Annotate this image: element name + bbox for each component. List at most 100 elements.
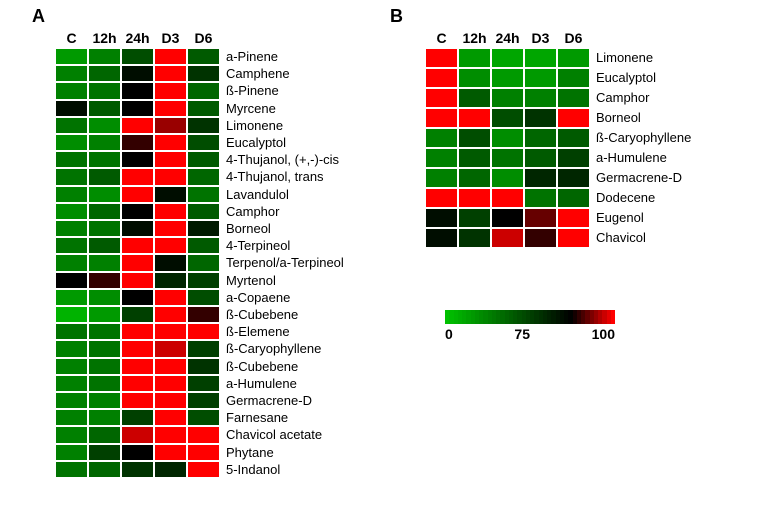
row-label: a-Humulene xyxy=(220,375,297,392)
row-label: Farnesane xyxy=(220,409,288,426)
row-label: ß-Elemene xyxy=(220,323,290,340)
heatmap-cell xyxy=(154,117,187,134)
heatmap-row: Terpenol/a-Terpineol xyxy=(55,254,344,271)
heatmap-row: 5-Indanol xyxy=(55,461,344,478)
heatmap-cell xyxy=(88,220,121,237)
color-legend: 075100 xyxy=(445,310,615,342)
heatmap-cell xyxy=(187,117,220,134)
heatmap-cell xyxy=(154,186,187,203)
heatmap-cell xyxy=(121,272,154,289)
col-header: C xyxy=(55,30,88,46)
heatmap-cell xyxy=(121,340,154,357)
heatmap-row: Germacrene-D xyxy=(55,392,344,409)
row-label: ß-Cubebene xyxy=(220,306,298,323)
row-label: Camphor xyxy=(590,88,649,108)
heatmap-cell xyxy=(187,82,220,99)
heatmap-cell xyxy=(187,254,220,271)
col-header: 12h xyxy=(458,30,491,46)
col-header: D6 xyxy=(187,30,220,46)
heatmap-cell xyxy=(491,208,524,228)
heatmap-cell xyxy=(121,48,154,65)
heatmap-row: Borneol xyxy=(55,220,344,237)
col-header: C xyxy=(425,30,458,46)
heatmap-cell xyxy=(88,461,121,478)
row-label: 4-Thujanol, (+,-)-cis xyxy=(220,151,339,168)
heatmap-cell xyxy=(121,220,154,237)
heatmap-row: Germacrene-D xyxy=(425,168,691,188)
heatmap-cell xyxy=(88,134,121,151)
heatmap-row: ß-Caryophyllene xyxy=(425,128,691,148)
heatmap-cell xyxy=(524,228,557,248)
col-headers: C12h24hD3D6 xyxy=(55,30,344,46)
heatmap-cell xyxy=(491,88,524,108)
heatmap-cell xyxy=(425,188,458,208)
heatmap-cell xyxy=(121,65,154,82)
heatmap-cell xyxy=(458,148,491,168)
heatmap-cell xyxy=(121,444,154,461)
heatmap-cell xyxy=(491,148,524,168)
heatmap-cell xyxy=(154,100,187,117)
heatmap-cell xyxy=(121,151,154,168)
heatmap-cell xyxy=(524,68,557,88)
heatmap-row: Lavandulol xyxy=(55,186,344,203)
row-label: Chavicol acetate xyxy=(220,426,322,443)
heatmap-cell xyxy=(154,289,187,306)
row-label: a-Pinene xyxy=(220,48,278,65)
heatmap-row: 4-Thujanol, (+,-)-cis xyxy=(55,151,344,168)
heatmap-cell xyxy=(187,340,220,357)
heatmap-row: ß-Cubebene xyxy=(55,358,344,375)
heatmap-cell xyxy=(557,208,590,228)
heatmap-cell xyxy=(557,188,590,208)
heatmap-row: ß-Pinene xyxy=(55,82,344,99)
heatmap-row: Limonene xyxy=(425,48,691,68)
heatmap-cell xyxy=(458,208,491,228)
heatmap-cell xyxy=(121,409,154,426)
row-label: Lavandulol xyxy=(220,186,289,203)
row-label: Camphor xyxy=(220,203,279,220)
heatmap-row: Camphor xyxy=(425,88,691,108)
heatmap-cell xyxy=(88,358,121,375)
heatmap-cell xyxy=(187,237,220,254)
heatmap-cell xyxy=(88,48,121,65)
row-label: 5-Indanol xyxy=(220,461,280,478)
col-header: 24h xyxy=(491,30,524,46)
heatmap-cell xyxy=(121,358,154,375)
heatmap-cell xyxy=(458,228,491,248)
col-headers: C12h24hD3D6 xyxy=(425,30,691,46)
heatmap-cell xyxy=(557,48,590,68)
heatmap-cell xyxy=(121,100,154,117)
heatmap-row: Dodecene xyxy=(425,188,691,208)
row-label: Eucalyptol xyxy=(590,68,656,88)
heatmap-cell xyxy=(121,426,154,443)
heatmap-cell xyxy=(88,254,121,271)
row-label: Germacrene-D xyxy=(590,168,682,188)
heatmap-cell xyxy=(154,168,187,185)
heatmap-cell xyxy=(55,82,88,99)
heatmap-cell xyxy=(154,306,187,323)
legend-tick: 0 xyxy=(445,326,453,342)
heatmap-cell xyxy=(55,117,88,134)
heatmap-cell xyxy=(187,203,220,220)
heatmap-cell xyxy=(187,358,220,375)
heatmap-cell xyxy=(121,323,154,340)
heatmap-cell xyxy=(524,208,557,228)
heatmap-cell xyxy=(425,208,458,228)
heatmap-cell xyxy=(557,128,590,148)
heatmap-cell xyxy=(154,220,187,237)
heatmap-cell xyxy=(55,306,88,323)
heatmap-cell xyxy=(187,151,220,168)
heatmap-cell xyxy=(154,426,187,443)
heatmap-cell xyxy=(425,128,458,148)
heatmap-cell xyxy=(154,323,187,340)
heatmap-cell xyxy=(121,168,154,185)
heatmap-cell xyxy=(55,289,88,306)
col-header: 12h xyxy=(88,30,121,46)
heatmap-row: Farnesane xyxy=(55,409,344,426)
heatmap-cell xyxy=(154,237,187,254)
heatmap-row: 4-Thujanol, trans xyxy=(55,168,344,185)
row-label: Limonene xyxy=(590,48,653,68)
heatmap-cell xyxy=(458,188,491,208)
heatmap-cell xyxy=(491,188,524,208)
heatmap-cell xyxy=(55,254,88,271)
heatmap-cell xyxy=(187,323,220,340)
